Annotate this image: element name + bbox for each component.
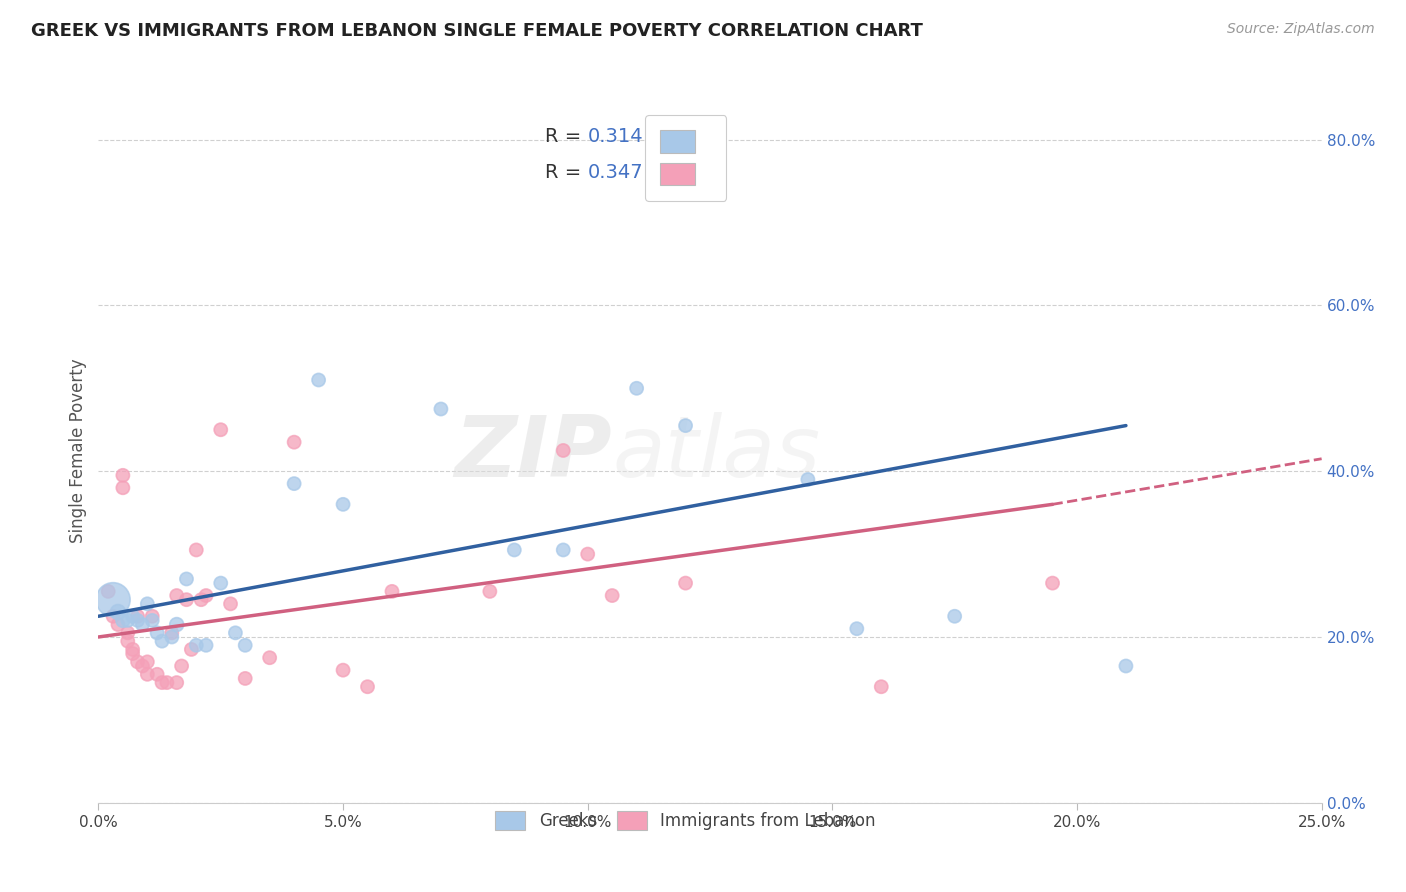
Point [101,609,124,624]
Point [283,476,305,491]
Point [190,592,212,607]
Point [219,597,242,611]
Point [675,418,697,433]
Point [101,592,124,607]
Point [121,642,143,657]
Point [141,614,163,628]
Point [356,680,378,694]
Text: 0.314: 0.314 [588,128,644,146]
Point [160,625,183,640]
Point [503,543,526,558]
Point [553,443,575,458]
Point [156,675,179,690]
Point [150,675,173,690]
Point [176,592,198,607]
Point [1115,659,1137,673]
Point [332,663,354,677]
Point [259,650,281,665]
Point [136,655,159,669]
Point [166,617,188,632]
Point [121,609,143,624]
Point [170,659,193,673]
Point [233,638,256,652]
Point [308,373,330,387]
Point [186,638,208,652]
Text: N =: N = [637,128,693,146]
Point [186,543,208,558]
Text: Source: ZipAtlas.com: Source: ZipAtlas.com [1227,22,1375,37]
Point [117,625,139,640]
Point [675,576,697,591]
Point [176,572,198,586]
Point [845,622,868,636]
Text: 42: 42 [689,162,714,182]
Point [117,614,139,628]
Y-axis label: Single Female Poverty: Single Female Poverty [69,359,87,542]
Point [166,589,188,603]
Point [209,576,232,591]
Point [131,659,153,673]
Point [283,435,305,450]
Point [180,642,202,657]
Point [131,617,153,632]
Point [141,609,163,624]
Point [111,481,134,495]
Point [111,614,134,628]
Point [121,647,143,661]
Point [553,543,575,558]
Point [209,423,232,437]
Point [166,675,188,690]
Point [117,634,139,648]
Point [430,402,453,417]
Point [332,497,354,511]
Text: R =: R = [546,162,588,182]
Point [233,672,256,686]
Text: 33: 33 [689,128,714,146]
Point [160,630,183,644]
Point [195,589,218,603]
Legend: Greeks, Immigrants from Lebanon: Greeks, Immigrants from Lebanon [482,797,889,844]
Point [127,614,149,628]
Point [870,680,893,694]
Point [195,638,218,652]
Text: N =: N = [637,162,693,182]
Text: R =: R = [546,128,588,146]
Point [626,381,648,395]
Text: ZIP: ZIP [454,412,612,495]
Point [111,468,134,483]
Text: GREEK VS IMMIGRANTS FROM LEBANON SINGLE FEMALE POVERTY CORRELATION CHART: GREEK VS IMMIGRANTS FROM LEBANON SINGLE … [31,22,922,40]
Point [600,589,623,603]
Point [576,547,599,561]
Point [127,655,149,669]
Text: atlas: atlas [612,412,820,495]
Point [146,667,169,681]
Point [381,584,404,599]
Point [97,584,120,599]
Point [797,473,820,487]
Point [478,584,501,599]
Point [943,609,966,624]
Point [146,625,169,640]
Point [224,625,246,640]
Point [1042,576,1064,591]
Point [136,597,159,611]
Point [127,609,149,624]
Point [150,634,173,648]
Point [136,667,159,681]
Text: 0.347: 0.347 [588,162,644,182]
Point [107,617,129,632]
Point [107,605,129,619]
